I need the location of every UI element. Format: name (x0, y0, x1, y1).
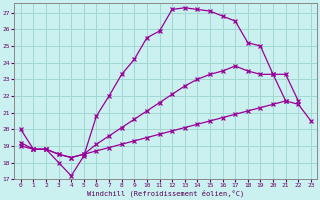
X-axis label: Windchill (Refroidissement éolien,°C): Windchill (Refroidissement éolien,°C) (87, 190, 244, 197)
